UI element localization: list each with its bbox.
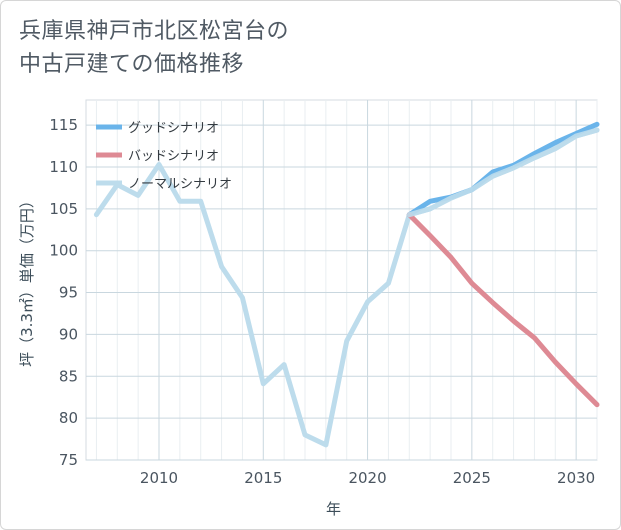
legend-label: グッドシナリオ [128, 121, 219, 136]
x-tick-label: 2010 [140, 469, 178, 487]
x-tick-label: 2030 [557, 469, 595, 487]
axes: 75 80 85 90 95 100 105 110 115 2010 2015 2020 2025 20… [18, 116, 595, 518]
legend-label: ノーマルシナリオ [128, 177, 232, 192]
x-axis-label: 年 [326, 500, 341, 518]
y-tick-label: 105 [49, 200, 78, 218]
y-tick-label: 115 [49, 116, 78, 134]
y-tick-label: 85 [59, 367, 78, 385]
series-line-1 [406, 212, 600, 408]
y-tick-label: 110 [49, 158, 78, 176]
grid [85, 99, 598, 461]
series-line-normal-projection [406, 127, 600, 218]
series-line-0 [406, 121, 600, 218]
title-line-1: 兵庫県神戸市北区松宮台の [19, 19, 290, 44]
y-axis-label: 坪（3.3㎡）単価（万円） [18, 193, 36, 367]
x-tick-label: 2020 [348, 469, 386, 487]
y-tick-label: 75 [59, 451, 78, 469]
y-tick-label: 80 [59, 409, 78, 427]
plot-area [85, 99, 598, 461]
title-line-2: 中古戸建ての価格推移 [19, 52, 245, 77]
x-tick-label: 2025 [453, 469, 491, 487]
x-tick-label: 2015 [244, 469, 282, 487]
series-lines [93, 121, 600, 448]
y-tick-label: 100 [49, 242, 78, 260]
legend-label: バッドシナリオ [128, 149, 219, 164]
y-tick-label: 90 [59, 325, 78, 343]
y-tick-label: 95 [59, 284, 78, 302]
page-title: 兵庫県神戸市北区松宮台の 中古戸建ての価格推移 [19, 15, 289, 81]
